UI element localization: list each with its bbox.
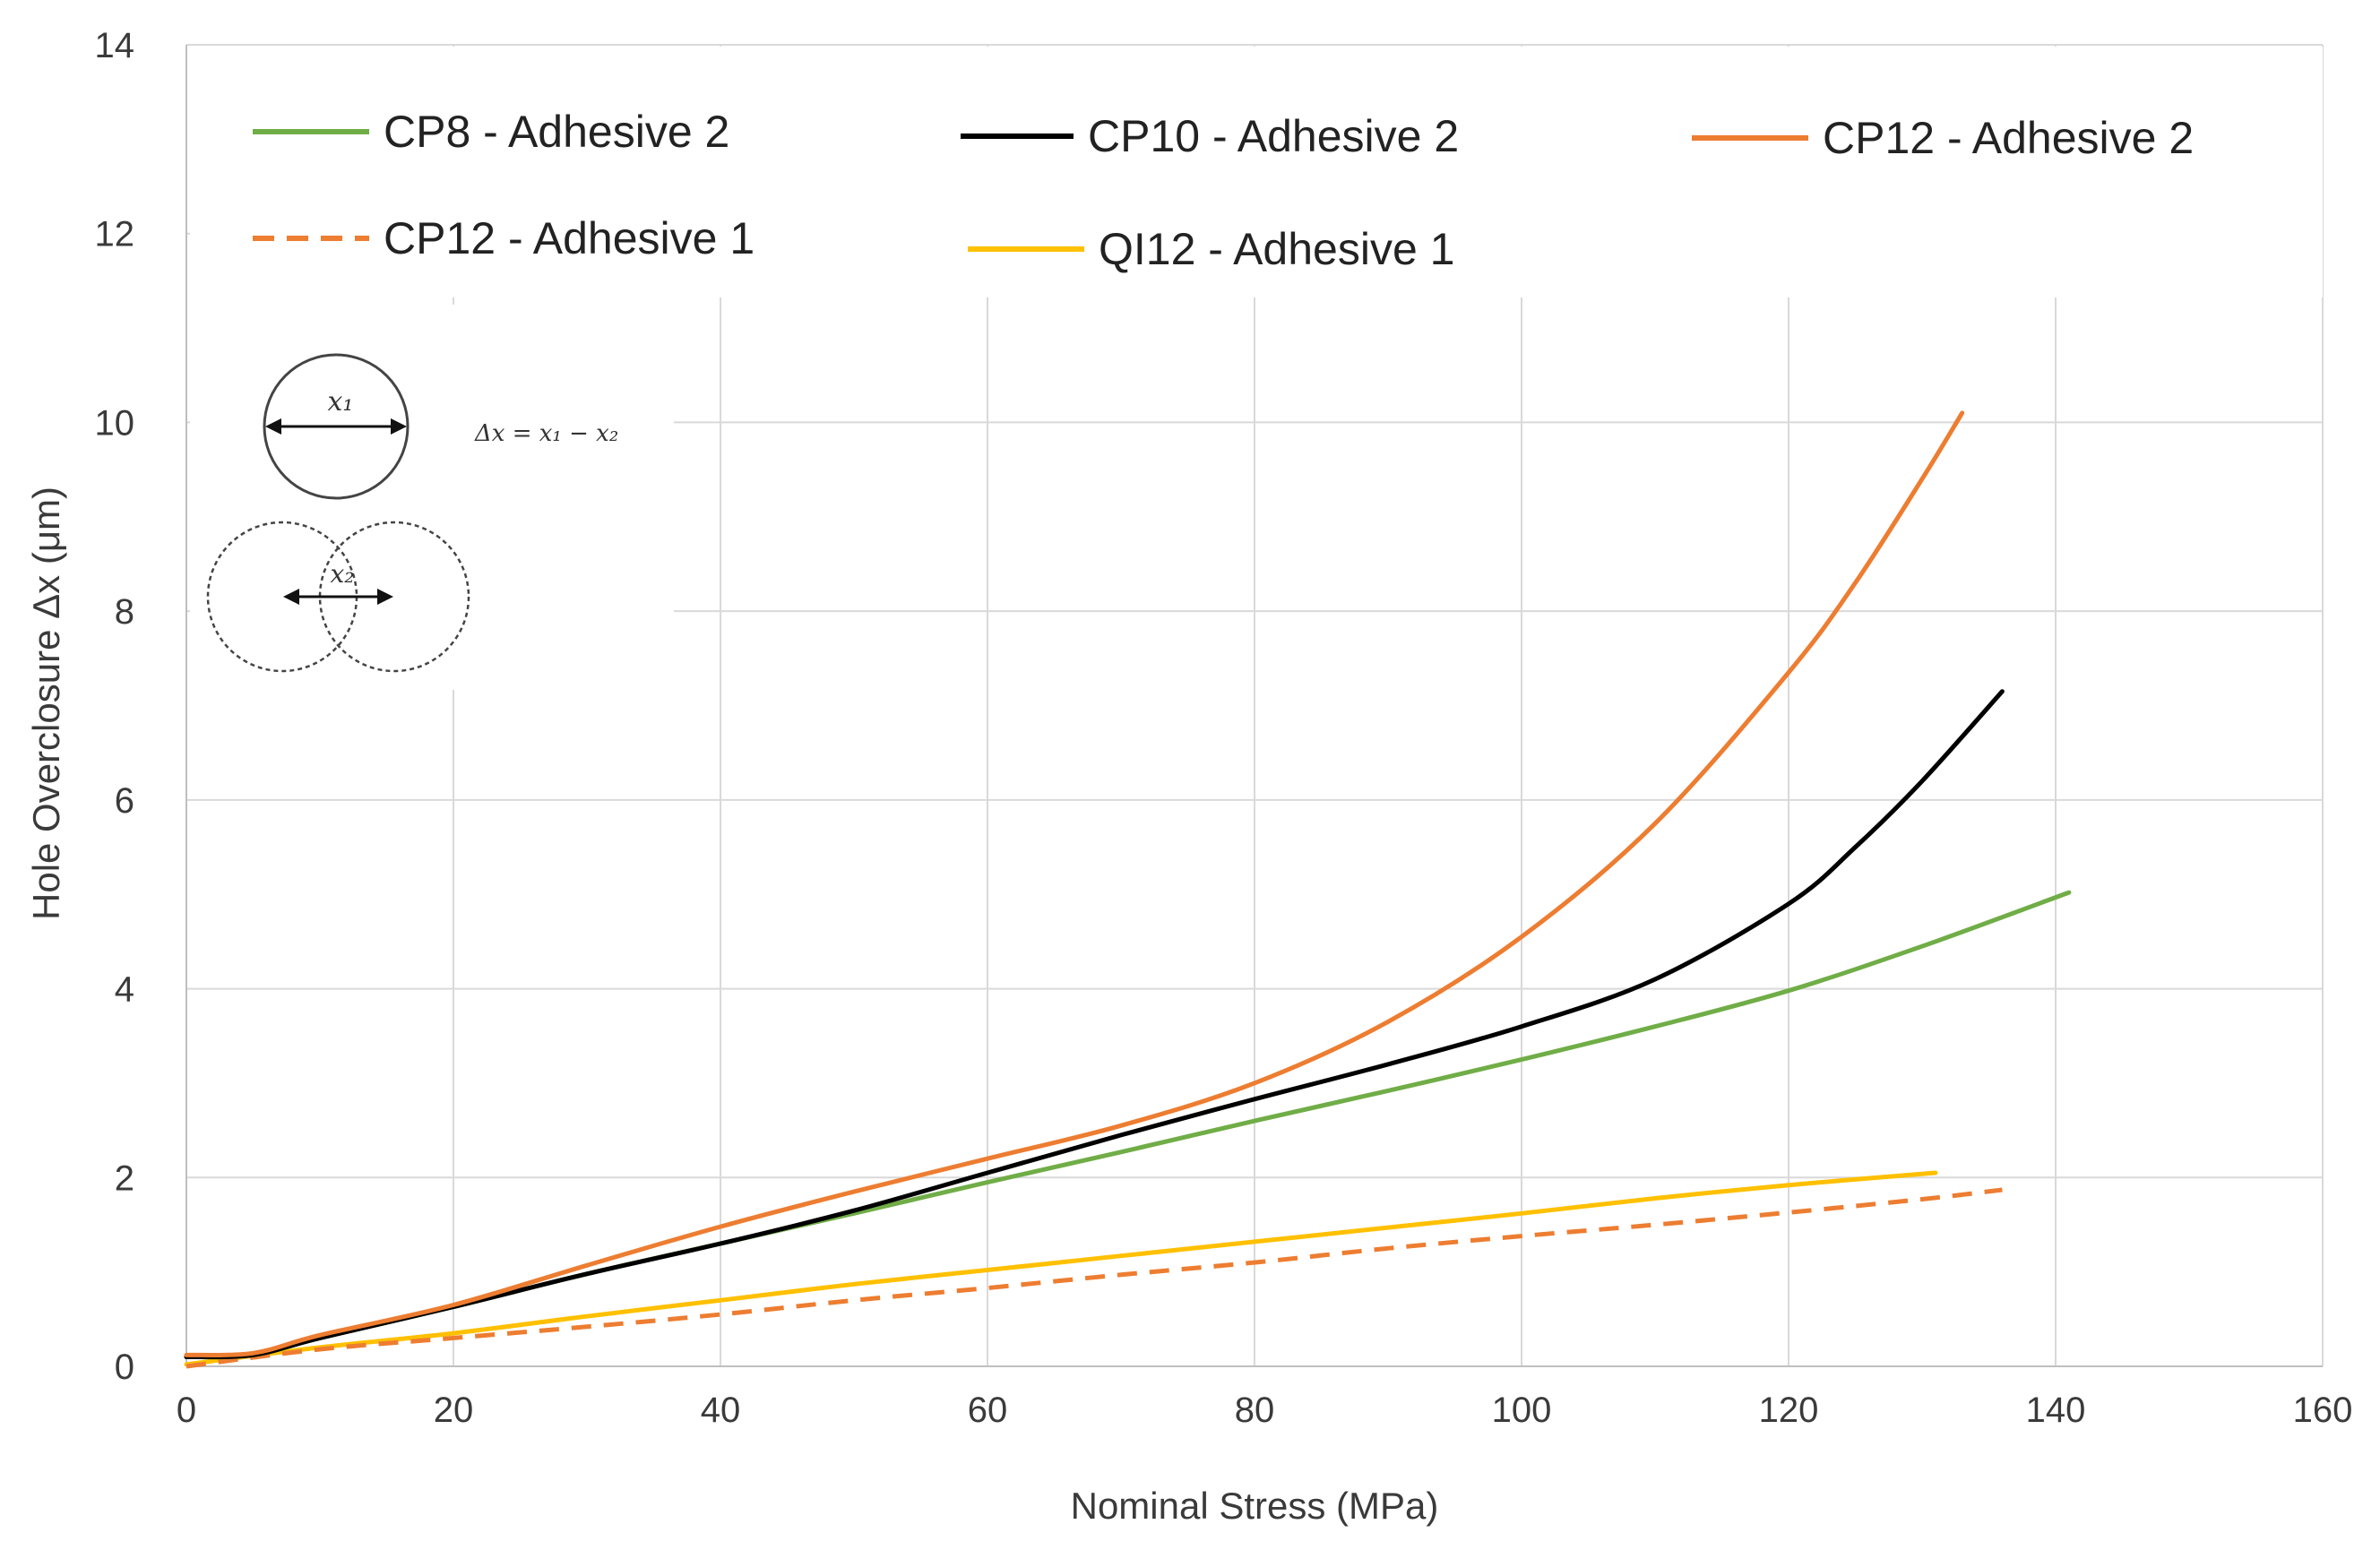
series-line-4 bbox=[184, 1170, 1938, 1367]
y-tick-label-2: 4 bbox=[115, 970, 134, 1010]
legend: CP8 - Adhesive 2 CP10 - Adhesive 2 CP12 - … bbox=[253, 107, 2194, 274]
y-tick-label-5: 10 bbox=[95, 403, 135, 443]
y-tick-label-7: 14 bbox=[95, 26, 135, 65]
x2-arrow-right bbox=[377, 589, 393, 605]
x-tick-label-4: 80 bbox=[1235, 1391, 1275, 1430]
x1-arrow-right bbox=[391, 418, 407, 435]
x-tick-label-2: 40 bbox=[701, 1391, 741, 1430]
x1-label: x₁ bbox=[328, 386, 354, 418]
diagram-background bbox=[190, 305, 674, 690]
x2-label: x₂ bbox=[330, 559, 354, 589]
x-tick-label-3: 60 bbox=[968, 1391, 1008, 1430]
x-tick-label-7: 140 bbox=[2026, 1391, 2086, 1430]
legend-label-3: CP12 - Adhesive 1 bbox=[384, 213, 755, 263]
x1-arrow-left bbox=[265, 418, 281, 435]
series-line-2 bbox=[184, 410, 1965, 1358]
y-axis-title: Hole Overclosure Δx (μm) bbox=[25, 487, 67, 920]
legend-label-4: QI12 - Adhesive 1 bbox=[1099, 224, 1454, 274]
x2-arrow-left bbox=[283, 589, 299, 605]
axes: 0 20 40 60 80 100 120 140 160 0 2 4 6 8 10 12 14 bbox=[95, 26, 2353, 1430]
series-line-3 bbox=[185, 1187, 2003, 1369]
x-axis-title: Nominal Stress (MPa) bbox=[1071, 1485, 1439, 1527]
y-tick-label-1: 2 bbox=[115, 1158, 134, 1198]
y-tick-label-6: 12 bbox=[95, 215, 135, 254]
x-tick-label-5: 100 bbox=[1492, 1391, 1552, 1430]
legend-label-1: CP10 - Adhesive 2 bbox=[1088, 111, 1459, 161]
formula-label: Δx = x₁ − x₂ bbox=[474, 420, 618, 447]
hole-diagram: x₁ x₂ Δx = x₁ − x₂ bbox=[206, 353, 618, 673]
y-tick-label-3: 6 bbox=[115, 781, 134, 821]
series-lines bbox=[184, 410, 2072, 1369]
x-tick-label-1: 20 bbox=[434, 1391, 474, 1430]
x-tick-label-8: 160 bbox=[2293, 1391, 2353, 1430]
hole-circle-deformed-right bbox=[318, 521, 470, 673]
legend-label-2: CP12 - Adhesive 2 bbox=[1823, 113, 2194, 163]
x-tick-label-6: 120 bbox=[1759, 1391, 1819, 1430]
x-tick-label-0: 0 bbox=[177, 1391, 196, 1430]
hole-circle-original bbox=[263, 353, 410, 500]
legend-label-0: CP8 - Adhesive 2 bbox=[384, 107, 729, 157]
y-tick-label-0: 0 bbox=[115, 1348, 134, 1387]
y-tick-label-4: 8 bbox=[115, 592, 134, 632]
legend-box bbox=[190, 47, 2323, 297]
